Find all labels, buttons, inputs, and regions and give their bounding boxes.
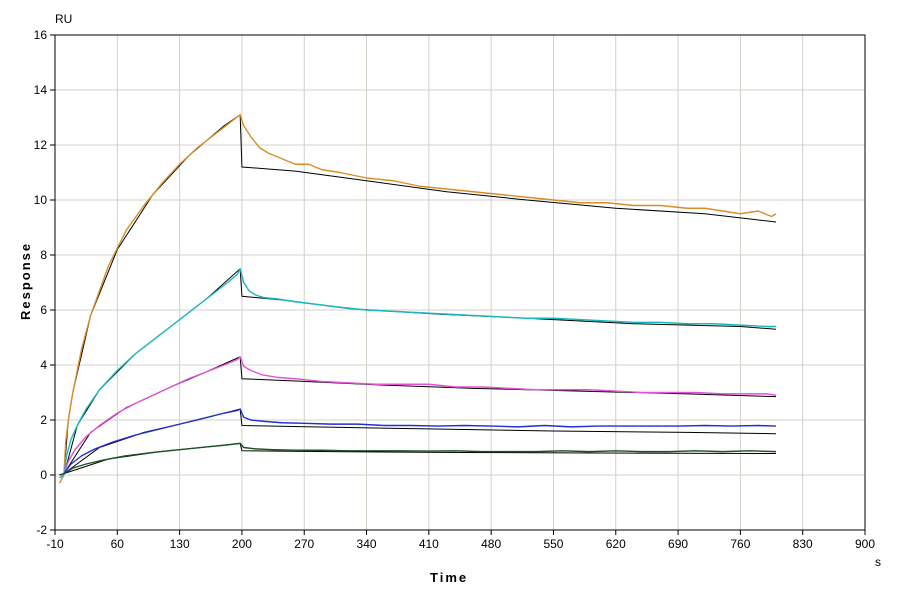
y-tick-label: 0 — [40, 468, 47, 482]
fit-line-magenta — [64, 357, 776, 474]
x-tick-label: 60 — [111, 537, 125, 551]
spr-sensorgram-chart: RU s Response Time -2 0 2 4 6 8 10 12 14 16 -10 60 1… — [0, 0, 900, 600]
fit-line-dark-green — [64, 443, 776, 473]
y-tick-label: 10 — [34, 193, 48, 207]
y-unit-label: RU — [55, 12, 72, 26]
x-tick-label: 410 — [419, 537, 439, 551]
x-tick-label: 620 — [606, 537, 626, 551]
x-tick-label: 900 — [855, 537, 875, 551]
x-tick-label: 690 — [668, 537, 688, 551]
y-tick-label: 14 — [34, 83, 48, 97]
chart-svg: -2 0 2 4 6 8 10 12 14 16 -10 60 130 200 270 340 410 480 55… — [0, 0, 900, 600]
x-tick-label: -10 — [46, 537, 64, 551]
y-tick-label: 6 — [40, 303, 47, 317]
plot-border — [55, 35, 865, 530]
series-line-dark-green — [59, 443, 776, 475]
fit-line-blue — [64, 409, 776, 474]
x-axis-title: Time — [430, 570, 468, 585]
x-tick-label: 760 — [730, 537, 750, 551]
y-tick-label: 12 — [34, 138, 48, 152]
y-tick-label: 16 — [34, 28, 48, 42]
series-line-magenta — [59, 357, 776, 475]
x-tick-label: 340 — [357, 537, 377, 551]
x-tick-label: 480 — [481, 537, 501, 551]
fit-line-cyan — [64, 269, 776, 475]
x-tick-label: 130 — [170, 537, 190, 551]
x-tick-label: 830 — [793, 537, 813, 551]
fit-line-orange — [64, 115, 776, 475]
series-line-blue — [59, 409, 776, 475]
x-tick-label: 270 — [294, 537, 314, 551]
x-unit-label: s — [875, 555, 881, 569]
y-tick-label: -2 — [36, 523, 47, 537]
y-tick-label: 8 — [40, 248, 47, 262]
y-axis-title: Response — [18, 242, 33, 320]
y-tick-label: 4 — [40, 358, 47, 372]
x-tick-label: 200 — [232, 537, 252, 551]
y-tick-label: 2 — [40, 413, 47, 427]
x-tick-label: 550 — [543, 537, 563, 551]
series-line-cyan — [59, 269, 776, 478]
